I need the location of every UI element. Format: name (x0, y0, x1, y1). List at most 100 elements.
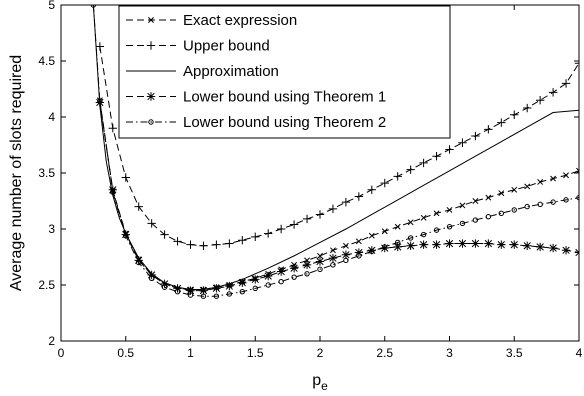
series-2-point-37 (561, 79, 571, 88)
series-2-point-21-stroke (354, 192, 364, 201)
y-axis-title: Average number of slots required (8, 55, 25, 291)
series-1-point-26-stroke (420, 214, 427, 221)
series-5-point-17 (291, 274, 297, 280)
series-5-point-33-stroke (498, 210, 504, 217)
series-4-point-29 (458, 239, 467, 248)
series-2-point-11-stroke (225, 239, 234, 248)
series-5-point-37 (550, 199, 556, 205)
series-4-point-6-stroke (160, 279, 169, 289)
series-5-point-7-stroke (161, 284, 168, 290)
series-5-point-3 (110, 189, 116, 195)
legend-entry-1: Exact expression (126, 12, 297, 29)
series-1-point-23-stroke (381, 228, 388, 235)
series-1-point-31-stroke (485, 194, 492, 201)
series-4-point-26-stroke (419, 240, 428, 249)
series-5-point-11-stroke (213, 293, 220, 299)
series-4-point-23 (380, 243, 389, 253)
series-4-point-36-stroke (548, 243, 558, 253)
series-5-point-5 (136, 259, 142, 266)
series-5-point-6 (148, 275, 155, 281)
series-5-point-9 (187, 292, 194, 298)
series-2-point-15 (276, 224, 286, 234)
series-5-point-38 (563, 197, 569, 203)
series-1-point-18 (317, 252, 323, 259)
series-5-point-4-stroke (123, 233, 129, 239)
series-2-point-23-stroke (380, 178, 389, 188)
series-2-point-30 (471, 131, 480, 141)
series-5-point-34-stroke (511, 207, 517, 213)
y-tick-label-3: 3 (48, 222, 55, 236)
series-1-point-28-stroke (446, 207, 453, 213)
series-4-point-30 (471, 239, 480, 248)
series-2-point-17 (302, 214, 312, 224)
series-5-point-16 (278, 278, 284, 285)
series-5-point-22-stroke (356, 253, 362, 259)
series-1-point-32 (498, 190, 505, 197)
series-4-point-37 (561, 246, 571, 255)
series-4-point-32-stroke (497, 240, 506, 249)
legend-entry-4-marker-stroke (146, 92, 156, 101)
series-1-point-27-stroke (433, 210, 440, 217)
x-axis-title-main: p (312, 372, 321, 389)
series-2-point-4-stroke (134, 202, 143, 211)
series-5-point-14 (252, 285, 258, 292)
series-1-point-17 (304, 257, 311, 264)
series-5-point-1 (90, 5, 97, 8)
series-5-point-18 (304, 271, 310, 277)
series-5-point-3-stroke (110, 189, 116, 195)
series-1-point-21 (355, 238, 362, 245)
series-5-point-26 (407, 235, 414, 241)
series-1-point-35-stroke (537, 179, 544, 185)
series-5-point-29 (446, 224, 453, 230)
series-4-point-33 (510, 240, 519, 249)
series-2-point-12 (238, 236, 247, 245)
series-2-point-34 (523, 103, 532, 113)
series-2-point-14-stroke (264, 229, 273, 238)
series-2-point-36-stroke (548, 88, 558, 97)
series-5-point-18-stroke (304, 271, 310, 277)
series-4-point-12 (238, 278, 247, 287)
series-5-point-9-stroke (187, 292, 194, 298)
series-4-point-17-stroke (302, 260, 312, 270)
series-1-point-17-stroke (304, 257, 311, 264)
series-4-point-8-stroke (186, 286, 195, 295)
x-axis-title-subscript: e (321, 379, 328, 393)
series-5-point-12 (226, 291, 233, 297)
series-4-point-6 (160, 279, 169, 289)
series-2-point-33-stroke (510, 110, 519, 119)
series-2-point-6 (160, 230, 169, 239)
series-1-point-35 (537, 179, 544, 185)
series-1-point-36 (550, 175, 557, 182)
series-2-point-13 (251, 232, 260, 242)
legend-entry-2: Upper bound (126, 38, 270, 55)
series-2-point-34-stroke (523, 103, 532, 113)
y-tick-label-1: 2 (48, 334, 55, 348)
series-4-point-22-stroke (367, 246, 376, 255)
series-4-point-17 (302, 260, 312, 270)
series-5-point-26-stroke (407, 235, 414, 241)
series-2-point-31 (484, 125, 493, 134)
series-5-point-30-stroke (459, 220, 466, 227)
series-1-point-37 (563, 172, 570, 179)
series-5-point-29-stroke (446, 224, 453, 230)
series-5-point-35-stroke (524, 203, 530, 210)
series-4-point-26 (419, 240, 428, 249)
y-tick-label-7: 5 (48, 0, 55, 12)
series-2-point-1-stroke (95, 42, 105, 51)
series-4-point-29-stroke (458, 239, 467, 248)
series-2-point-16 (289, 220, 299, 229)
series-5-point-14-stroke (252, 285, 258, 292)
x-tick-label-1: 0 (58, 346, 65, 360)
series-2-point-9-stroke (199, 241, 208, 250)
series-4-point-19 (328, 253, 338, 263)
series-1-point-24 (394, 223, 401, 230)
series-2-point-8 (186, 240, 195, 249)
series-2-point-7 (173, 237, 182, 246)
legend-entry-1-label: Exact expression (183, 12, 297, 29)
series-5-point-27 (420, 231, 427, 238)
series-2-point-21 (354, 192, 364, 201)
series-2-point-20-stroke (341, 197, 351, 207)
series-2-point-15-stroke (276, 224, 286, 234)
series-1-point-32-stroke (498, 190, 505, 197)
